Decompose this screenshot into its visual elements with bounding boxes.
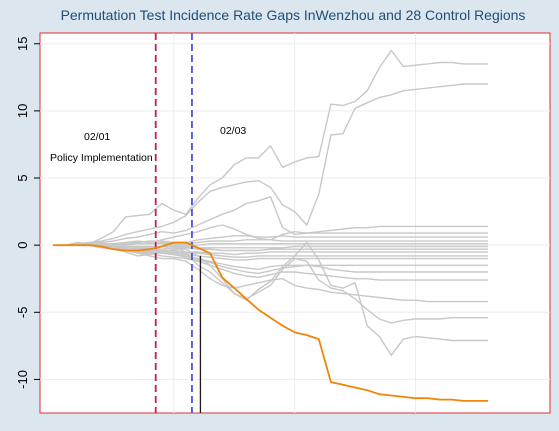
control-series-line-17 <box>53 241 488 356</box>
control-series-line-5 <box>53 239 488 246</box>
annotation-date-0203: 02/03 <box>220 125 246 137</box>
y-tick-label-3: 0 <box>15 242 30 249</box>
control-series-line-6 <box>53 243 488 246</box>
y-tick-label-1: 10 <box>15 104 30 118</box>
control-series-line-0 <box>53 49 488 246</box>
y-tick-label-0: 15 <box>15 37 30 51</box>
treated-series-line <box>53 241 488 402</box>
y-tick-label-5: -10 <box>15 370 30 389</box>
control-series-line-16 <box>53 243 488 324</box>
control-series-line-4 <box>53 235 488 246</box>
treated-series-group <box>53 241 488 402</box>
control-series-line-9 <box>53 244 488 256</box>
grid <box>40 33 550 413</box>
annotation-date-0201: 02/01 <box>84 131 110 143</box>
chart-title: Permutation Test Incidence Rate Gaps InW… <box>61 7 526 23</box>
y-tick-label-4: -5 <box>15 307 30 319</box>
control-series-line-7 <box>53 244 488 249</box>
control-series-line-1 <box>53 83 488 246</box>
control-series-line-2 <box>53 196 488 246</box>
control-series-group <box>53 49 488 356</box>
annotation-policy-implementation: Policy Implementation <box>50 152 153 164</box>
reference-lines <box>154 33 202 413</box>
y-axis: 15 10 5 0 -5 -10 <box>15 37 40 389</box>
y-tick-label-2: 5 <box>15 174 30 181</box>
